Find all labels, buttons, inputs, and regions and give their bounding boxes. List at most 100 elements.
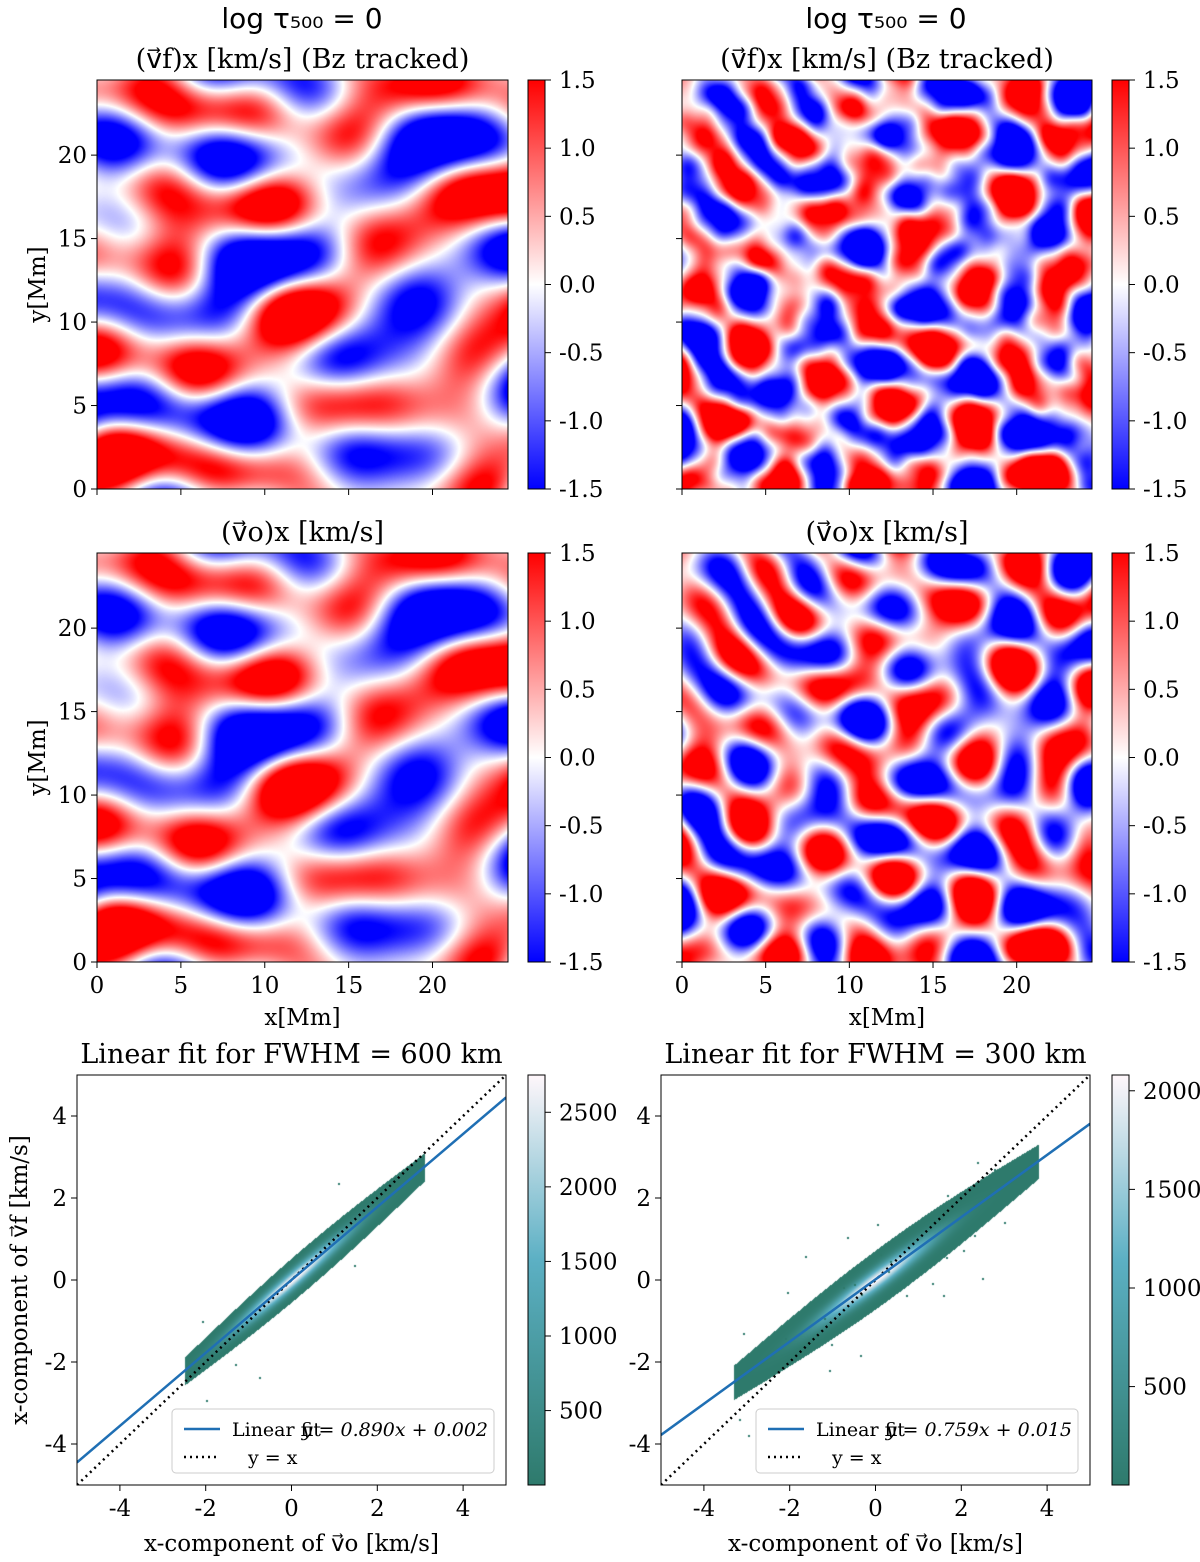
x-tick-label: 0	[284, 1496, 299, 1522]
x-tick-label: 0	[90, 973, 105, 999]
x-tick-label: 4	[1040, 1496, 1055, 1522]
x-tick-label: 4	[456, 1496, 471, 1522]
x-tick-label: 10	[250, 973, 279, 999]
x-tick-label: 15	[334, 973, 363, 999]
legend-fit-equation: y = 0.890x + 0.002	[301, 1419, 488, 1441]
colorbar-tick-label: 1.5	[1143, 68, 1180, 94]
legend-box	[755, 1408, 1079, 1474]
x-tick-label: 5	[174, 973, 189, 999]
colorbar-tick-label: 0.0	[1143, 273, 1180, 299]
colorbar-tick-label: 0.0	[559, 273, 596, 299]
plot-frame	[681, 552, 1093, 963]
colorbar-tick-label: 2500	[559, 1100, 618, 1126]
colorbar-tick-label: -1.0	[1143, 882, 1187, 908]
y-tick-label: 15	[58, 227, 87, 253]
colorbar-tick-label: -0.5	[559, 341, 603, 367]
x-axis-label: x[Mm]	[264, 1005, 340, 1031]
y-axis-label: y[Mm]	[25, 719, 51, 796]
x-tick-label: 20	[418, 973, 447, 999]
x-tick-label: 20	[1002, 973, 1031, 999]
velocity-field-image	[97, 80, 508, 489]
velocity-map	[682, 553, 1092, 962]
colorbar-tick-label: 1500	[559, 1249, 618, 1275]
y-tick-label: 20	[58, 143, 87, 169]
y-tick-label: 0	[52, 1268, 67, 1294]
x-axis-label: x[Mm]	[849, 1005, 925, 1031]
colorbar-tick-label: 1.0	[1143, 136, 1180, 162]
colorbar-tick-label: 1.5	[1143, 541, 1180, 567]
velocity-field-image	[682, 553, 1092, 962]
colorbar-tick-label: 0.5	[559, 204, 596, 230]
legend-fit-label: Linear fit	[816, 1419, 905, 1441]
panel-fit-600: Linear fit for FWHM = 600 km -4 -2 0 2 4 -4 -2 0…	[7, 1039, 618, 1557]
colorbar-tick-label: 1.0	[559, 609, 596, 635]
panel-vf-300: (v⃗f)x [km/s] (Bz tracked) 1.5 1.0 0.5 0.0 -0…	[676, 44, 1187, 503]
colorbar-tick-label: -1.5	[559, 477, 603, 503]
y-tick-label: -2	[629, 1350, 651, 1376]
colorbar-tick-label: 0.0	[559, 746, 596, 772]
colorbar-tick-label: -1.0	[559, 882, 603, 908]
y-tick-label: 5	[72, 867, 87, 893]
column-title-right: log τ₅₀₀ = 0	[805, 2, 966, 35]
y-tick-label: 20	[58, 616, 87, 642]
x-tick-label: -4	[109, 1496, 131, 1522]
colorbar-tick-label: -1.5	[1143, 950, 1187, 976]
colorbar-tick-label: 1000	[559, 1324, 618, 1350]
x-axis-label: x-component of v⃗o [km/s]	[144, 1531, 439, 1557]
panel-title: (v⃗o)x [km/s]	[221, 517, 384, 548]
x-axis-label: x-component of v⃗o [km/s]	[728, 1531, 1023, 1557]
panel-title: (v⃗o)x [km/s]	[805, 517, 968, 548]
colorbar-tick-label: -1.0	[1143, 409, 1187, 435]
y-tick-label: 2	[52, 1186, 67, 1212]
y-tick-label: 0	[72, 950, 87, 976]
colorbar-tick-label: -0.5	[1143, 814, 1187, 840]
colorbar-tick-label: 500	[1143, 1375, 1187, 1401]
y-tick-label: 5	[72, 394, 87, 420]
y-axis-label: x-component of v⃗f [km/s]	[7, 1135, 33, 1425]
x-tick-label: 0	[675, 973, 690, 999]
legend-fit-equation: y = 0.759x + 0.015	[885, 1419, 1072, 1441]
y-tick-label: 0	[636, 1268, 651, 1294]
colorbar	[1111, 552, 1130, 963]
colorbar-tick-label: 500	[559, 1399, 603, 1425]
fit-line	[77, 1096, 506, 1464]
legend-identity-label: y = x	[831, 1447, 882, 1469]
colorbar-tick-label: -1.5	[1143, 477, 1187, 503]
y-axis-label: y[Mm]	[25, 246, 51, 323]
colorbar-tick-label: -0.5	[1143, 341, 1187, 367]
colorbar-tick-label: 0.0	[1143, 746, 1180, 772]
colorbar-tick-label: -0.5	[559, 814, 603, 840]
plot-frame	[96, 552, 509, 963]
colorbar-tick-label: 0.5	[559, 677, 596, 703]
colorbar	[527, 1074, 546, 1486]
y-tick-label: 4	[52, 1104, 67, 1130]
y-tick-label: 10	[58, 783, 87, 809]
colorbar-tick-label: 2000	[1143, 1079, 1200, 1105]
y-tick-label: 15	[58, 700, 87, 726]
y-tick-label: 0	[72, 477, 87, 503]
velocity-field-image	[97, 553, 508, 962]
colorbar-tick-label: 1.0	[559, 136, 596, 162]
panel-vf-600: (v⃗f)x [km/s] (Bz tracked) 0 5 10 15 20 y[Mm] 1…	[25, 44, 603, 503]
colorbar-tick-label: 0.5	[1143, 677, 1180, 703]
legend-fit-label: Linear fit	[232, 1419, 321, 1441]
legend-box	[171, 1408, 495, 1474]
colorbar	[527, 552, 546, 963]
x-tick-label: 2	[370, 1496, 385, 1522]
y-tick-label: -2	[45, 1350, 67, 1376]
x-tick-label: 15	[918, 973, 947, 999]
colorbar	[527, 79, 546, 490]
fit-line	[661, 1122, 1090, 1436]
y-tick-label: 2	[636, 1186, 651, 1212]
x-tick-label: -4	[693, 1496, 715, 1522]
x-tick-label: 5	[758, 973, 773, 999]
x-tick-label: 10	[835, 973, 864, 999]
colorbar-tick-label: 1.5	[559, 68, 596, 94]
y-tick-label: 10	[58, 310, 87, 336]
column-title-left: log τ₅₀₀ = 0	[221, 2, 382, 35]
colorbar-tick-label: 0.5	[1143, 204, 1180, 230]
y-tick-label: 4	[636, 1104, 651, 1130]
velocity-field-image	[682, 80, 1092, 489]
